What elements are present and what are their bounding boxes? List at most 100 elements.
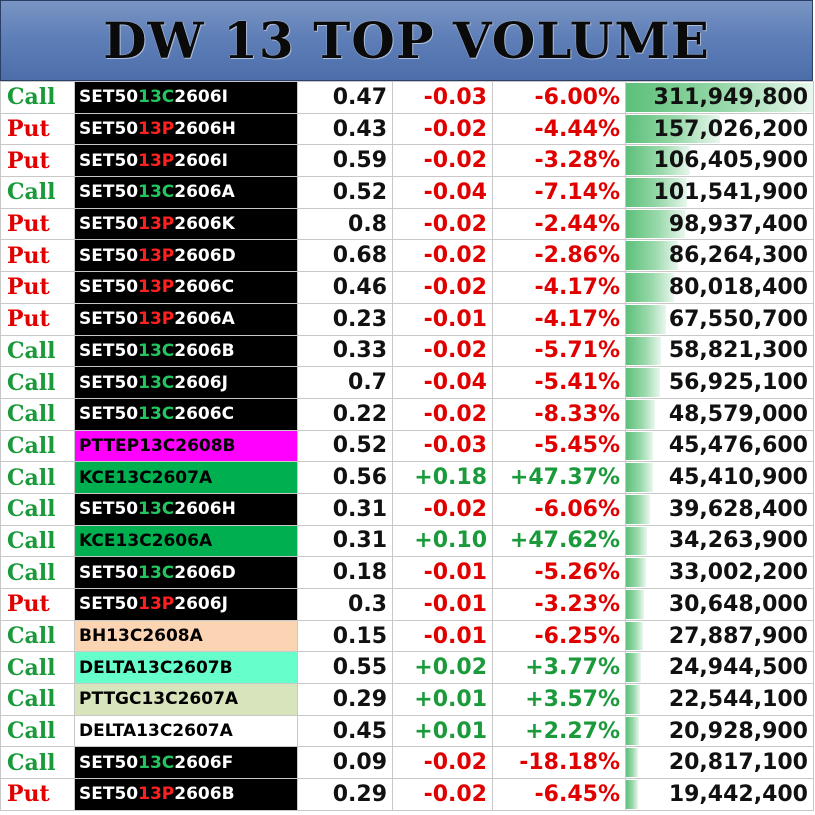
warrant-name[interactable]: KCE13C2606A xyxy=(74,524,298,558)
trade-volume: 39,628,400 xyxy=(625,492,814,526)
trade-volume: 48,579,000 xyxy=(625,397,814,431)
warrant-name[interactable]: SET5013P2606K xyxy=(74,207,298,241)
volume-bar xyxy=(626,685,640,714)
volume-table-body: Call SET5013C2606I 0.47 -0.03 -6.00% 311,949,… xyxy=(0,81,814,811)
price-change: -0.02 xyxy=(392,397,493,431)
table-row[interactable]: Call DELTA13C2607A 0.45 +0.01 +2.27% 20,928,9… xyxy=(0,714,814,748)
option-type: Put xyxy=(0,302,75,336)
warrant-name[interactable]: SET5013P2606D xyxy=(74,239,298,273)
price-change: -0.01 xyxy=(392,556,493,589)
warrant-name-series: 13P xyxy=(138,309,175,330)
warrant-name-underlying: SET50 xyxy=(79,752,139,773)
warrant-name-underlying: SET50 xyxy=(79,562,139,583)
table-row[interactable]: Call DELTA13C2607B 0.55 +0.02 +3.77% 24,944,5… xyxy=(0,651,814,685)
volume-table: Call SET5013C2606I 0.47 -0.03 -6.00% 311,949,… xyxy=(0,81,814,811)
volume-value: 98,937,400 xyxy=(668,211,808,237)
warrant-name-underlying: SET50 xyxy=(79,594,139,615)
warrant-name[interactable]: SET5013P2606H xyxy=(74,112,298,146)
volume-bar xyxy=(626,273,674,302)
warrant-name[interactable]: SET5013P2606A xyxy=(74,302,298,336)
warrant-name[interactable]: SET5013C2606C xyxy=(74,397,298,431)
percent-change: -8.33% xyxy=(492,397,626,431)
table-row[interactable]: Put SET5013P2606B 0.29 -0.02 -6.45% 19,442,40… xyxy=(0,778,814,811)
warrant-name[interactable]: SET5013C2606B xyxy=(74,334,298,368)
table-row[interactable]: Call PTTEP13C2608B 0.52 -0.03 -5.45% 45,476,6… xyxy=(0,429,814,463)
warrant-name[interactable]: BH13C2608A xyxy=(74,619,298,653)
volume-bar xyxy=(626,526,647,556)
warrant-name-suffix: 2606F xyxy=(174,752,234,773)
warrant-name-suffix: 2606I xyxy=(174,87,228,108)
warrant-name-underlying: SET50 xyxy=(79,340,139,361)
option-type: Call xyxy=(0,429,75,463)
table-row[interactable]: Call SET5013C2606D 0.18 -0.01 -5.26% 33,002,2… xyxy=(0,556,814,589)
volume-value: 48,579,000 xyxy=(668,401,808,427)
warrant-name[interactable]: SET5013P2606J xyxy=(74,588,298,621)
last-price: 0.56 xyxy=(297,461,393,494)
warrant-name-suffix: 2606A xyxy=(174,182,235,203)
warrant-name-series: 13P xyxy=(138,119,175,140)
table-row[interactable]: Call KCE13C2607A 0.56 +0.18 +47.37% 45,410,90… xyxy=(0,461,814,494)
warrant-name[interactable]: PTTGC13C2607A xyxy=(74,683,298,716)
table-row[interactable]: Call BH13C2608A 0.15 -0.01 -6.25% 27,887,900 xyxy=(0,619,814,653)
warrant-name[interactable]: SET5013P2606I xyxy=(74,144,298,178)
warrant-name[interactable]: SET5013C2606J xyxy=(74,366,298,399)
volume-bar xyxy=(626,114,721,144)
table-row[interactable]: Put SET5013P2606H 0.43 -0.02 -4.44% 157,026,2… xyxy=(0,112,814,146)
table-row[interactable]: Call PTTGC13C2607A 0.29 +0.01 +3.57% 22,544,1… xyxy=(0,683,814,716)
option-type: Call xyxy=(0,81,75,114)
warrant-name[interactable]: SET5013P2606C xyxy=(74,271,298,304)
warrant-name[interactable]: SET5013C2606A xyxy=(74,176,298,209)
price-change: -0.03 xyxy=(392,429,493,463)
volume-bar xyxy=(626,304,667,334)
percent-change: -7.14% xyxy=(492,176,626,209)
last-price: 0.31 xyxy=(297,492,393,526)
price-change: -0.02 xyxy=(392,207,493,241)
table-row[interactable]: Call KCE13C2606A 0.31 +0.10 +47.62% 34,263,90… xyxy=(0,524,814,558)
volume-value: 56,925,100 xyxy=(668,370,808,396)
warrant-name-suffix: 2606B xyxy=(174,340,235,361)
warrant-name[interactable]: SET5013C2606D xyxy=(74,556,298,589)
warrant-name[interactable]: DELTA13C2607B xyxy=(74,651,298,685)
volume-value: 67,550,700 xyxy=(668,306,808,332)
warrant-name[interactable]: SET5013P2606B xyxy=(74,778,298,811)
volume-bar xyxy=(626,431,654,461)
warrant-name[interactable]: KCE13C2607A xyxy=(74,461,298,494)
table-row[interactable]: Call SET5013C2606I 0.47 -0.03 -6.00% 311,949,… xyxy=(0,81,814,114)
last-price: 0.47 xyxy=(297,81,393,114)
last-price: 0.31 xyxy=(297,524,393,558)
price-change: -0.01 xyxy=(392,619,493,653)
percent-change: -4.44% xyxy=(492,112,626,146)
warrant-name-underlying: SET50 xyxy=(79,119,139,140)
volume-value: 311,949,800 xyxy=(653,84,808,110)
last-price: 0.59 xyxy=(297,144,393,178)
table-row[interactable]: Put SET5013P2606C 0.46 -0.02 -4.17% 80,018,40… xyxy=(0,271,814,304)
table-row[interactable]: Call SET5013C2606B 0.33 -0.02 -5.71% 58,821,3… xyxy=(0,334,814,368)
price-change: -0.04 xyxy=(392,176,493,209)
table-row[interactable]: Put SET5013P2606K 0.8 -0.02 -2.44% 98,937,400 xyxy=(0,207,814,241)
warrant-name-series: 13P xyxy=(138,594,175,615)
volume-bar xyxy=(626,748,639,778)
last-price: 0.33 xyxy=(297,334,393,368)
warrant-name[interactable]: PTTEP13C2608B xyxy=(74,429,298,463)
warrant-name[interactable]: SET5013C2606F xyxy=(74,746,298,780)
warrant-name-underlying: SET50 xyxy=(79,404,139,425)
table-row[interactable]: Call SET5013C2606H 0.31 -0.02 -6.06% 39,628,4… xyxy=(0,492,814,526)
table-row[interactable]: Call SET5013C2606F 0.09 -0.02 -18.18% 20,817,… xyxy=(0,746,814,780)
price-change: +0.01 xyxy=(392,683,493,716)
table-row[interactable]: Put SET5013P2606J 0.3 -0.01 -3.23% 30,648,000 xyxy=(0,588,814,621)
price-change: -0.02 xyxy=(392,239,493,273)
table-row[interactable]: Put SET5013P2606D 0.68 -0.02 -2.86% 86,264,30… xyxy=(0,239,814,273)
warrant-name[interactable]: SET5013C2606I xyxy=(74,81,298,114)
volume-bar xyxy=(626,621,643,651)
price-change: -0.02 xyxy=(392,334,493,368)
percent-change: -6.06% xyxy=(492,492,626,526)
warrant-name-series: 13P xyxy=(138,784,175,805)
table-row[interactable]: Call SET5013C2606A 0.52 -0.04 -7.14% 101,541,… xyxy=(0,176,814,209)
warrant-name[interactable]: SET5013C2606H xyxy=(74,492,298,526)
warrant-name[interactable]: DELTA13C2607A xyxy=(74,714,298,748)
table-row[interactable]: Put SET5013P2606A 0.23 -0.01 -4.17% 67,550,70… xyxy=(0,302,814,336)
warrant-name-underlying: SET50 xyxy=(79,784,139,805)
table-row[interactable]: Call SET5013C2606C 0.22 -0.02 -8.33% 48,579,0… xyxy=(0,397,814,431)
table-row[interactable]: Put SET5013P2606I 0.59 -0.02 -3.28% 106,405,9… xyxy=(0,144,814,178)
table-row[interactable]: Call SET5013C2606J 0.7 -0.04 -5.41% 56,925,10… xyxy=(0,366,814,399)
